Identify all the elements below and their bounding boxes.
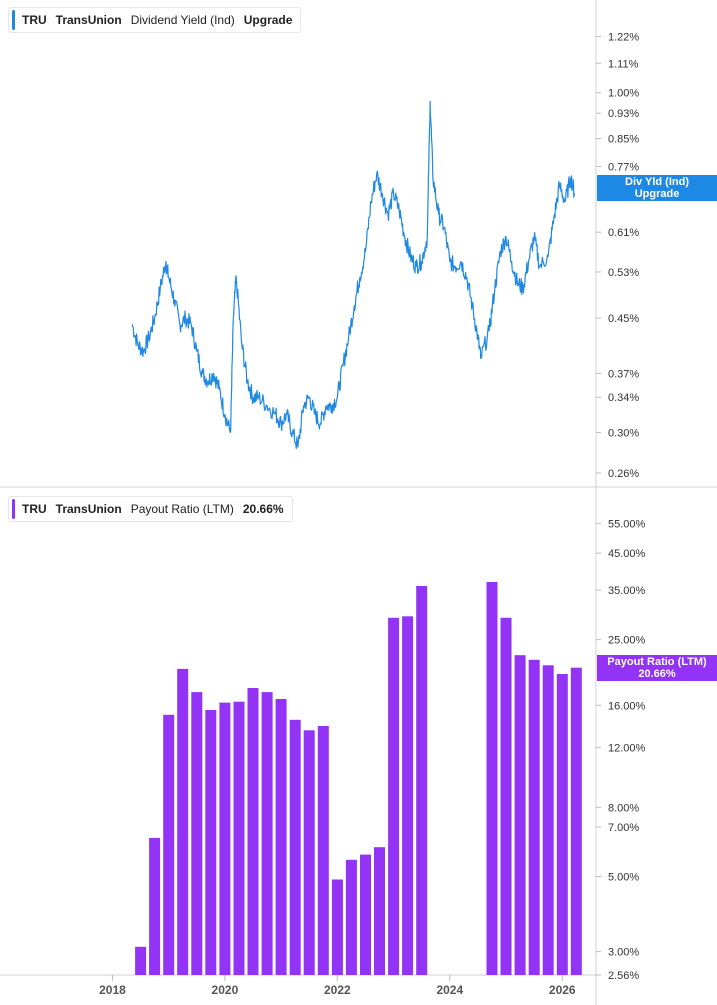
yield-y-tick-label: 0.61% [608,227,639,239]
payout-y-tick-label: 16.00% [608,700,646,712]
payout-bar [486,582,498,975]
yield-current-tag[interactable]: Div Yld (Ind) Upgrade [597,175,717,201]
payout-bar [570,667,582,975]
payout-bar [205,710,217,975]
payout-y-tick-label: 35.00% [608,585,646,597]
payout-y-tick-label: 55.00% [608,519,646,531]
payout-swatch [12,499,15,519]
dividend-yield-line [131,100,576,449]
payout-bar [500,617,512,975]
payout-bar [542,665,554,975]
yield-y-tick-label: 1.22% [608,32,639,44]
yield-y-tick-label: 0.85% [608,134,639,146]
payout-bar [416,586,428,975]
payout-legend-metric: Payout Ratio (LTM) [130,502,234,516]
payout-tag-label: Payout Ratio (LTM) [607,655,707,668]
payout-bar [402,616,414,975]
yield-tag-value: Upgrade [634,188,680,200]
yield-swatch [12,10,15,30]
yield-upgrade-link[interactable]: Upgrade [243,13,293,27]
yield-tag-label: Div Yld (Ind) [625,176,689,188]
payout-bar [261,692,273,975]
payout-y-tick-label: 8.00% [608,802,639,814]
yield-legend: TRU TransUnion Dividend Yield (Ind) Upgr… [8,7,302,33]
yield-y-tick-label: 0.30% [608,428,639,440]
yield-legend-metric: Dividend Yield (Ind) [130,13,235,27]
payout-tag-value: 20.66% [638,667,676,680]
yield-legend-ticker: TRU [22,13,47,27]
payout-bar [345,859,357,975]
payout-y-tick-label: 45.00% [608,548,646,560]
payout-current-tag: Payout Ratio (LTM) 20.66% [597,654,717,681]
yield-y-tick-label: 0.37% [608,368,639,380]
payout-bar [317,726,329,975]
yield-y-tick-label: 0.45% [608,313,639,325]
payout-bar [514,655,526,975]
payout-bar [360,854,371,975]
payout-y-tick-label: 25.00% [608,635,646,647]
payout-bar [331,879,343,975]
payout-bar-layer [135,582,582,975]
yield-line-layer [131,100,576,449]
axis-layer: 1.22% 1.11% 1.00% 0.93% 0.85% 0.77% 0.61% 0.53%… [99,32,645,997]
payout-bar [177,668,189,975]
payout-bar [219,702,231,975]
x-tick-label: 2024 [436,983,463,997]
payout-bar [275,699,287,975]
payout-legend-ticker: TRU [22,502,47,516]
payout-y-tick-label: 12.00% [608,743,646,755]
x-tick-label: 2022 [324,983,351,997]
payout-bar [233,701,245,975]
payout-bar [247,688,259,975]
payout-y-tick-label: 2.56% [608,970,639,982]
payout-bar [388,617,400,975]
yield-y-tick-label: 1.00% [608,88,639,100]
yield-y-tick-label: 0.93% [608,108,639,120]
payout-y-tick-label: 5.00% [608,871,639,883]
x-tick-label: 2020 [212,983,239,997]
payout-bar [303,730,315,975]
payout-bar [556,674,568,975]
yield-legend-company: TransUnion [55,13,122,27]
x-tick-label: 2018 [99,983,126,997]
payout-bar [149,837,161,975]
yield-y-tick-label: 0.77% [608,161,639,173]
payout-bar [528,659,540,975]
payout-bar [135,946,147,975]
payout-bar [163,714,175,975]
yield-y-tick-label: 0.53% [608,267,639,279]
x-tick-label: 2026 [549,983,576,997]
payout-y-tick-label: 7.00% [608,822,639,834]
payout-y-tick-label: 3.00% [608,947,639,959]
yield-y-tick-label: 0.26% [608,468,639,480]
payout-legend: TRU TransUnion Payout Ratio (LTM) 20.66% [8,496,293,522]
payout-legend-value: 20.66% [242,502,284,516]
payout-bar [374,847,385,975]
payout-legend-company: TransUnion [55,502,122,516]
payout-bar [191,692,203,975]
yield-y-tick-label: 0.34% [608,392,639,404]
yield-y-tick-label: 1.11% [608,58,639,70]
payout-bar [289,719,301,975]
